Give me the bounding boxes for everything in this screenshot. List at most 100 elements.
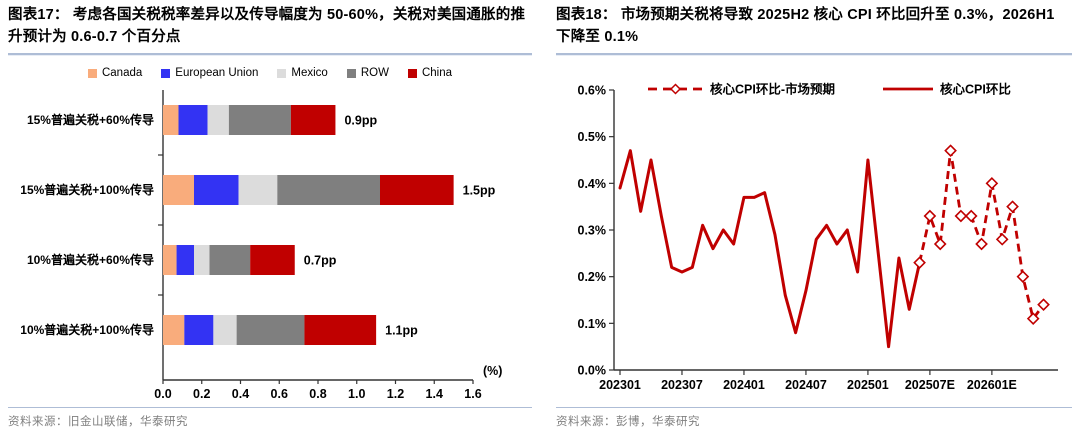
forecast-markers: [913, 144, 1050, 325]
category-label: 10%普遍关税+100%传导: [20, 322, 154, 337]
axes: 0.0% 0.1% 0.2% 0.3% 0.4% 0.5% 0.6% 202301 202307…: [578, 84, 1058, 392]
axes: 0.0 0.2 0.4 0.6 0.8 1.0 1.2 1.4 1.6(%): [154, 90, 502, 401]
x-tick-label: 0.6: [271, 387, 288, 401]
bar-total-label: 0.9pp: [344, 114, 377, 128]
diamond-marker: [964, 209, 978, 223]
figure17-title-rule: [8, 53, 532, 56]
bar-segment: [178, 105, 208, 135]
bar-row: 10%普遍关税+100%传导 1.1pp: [20, 315, 418, 345]
diamond-marker: [995, 233, 1009, 246]
x-tick-label: 1.0: [348, 387, 365, 401]
x-tick-label: 1.2: [387, 387, 404, 401]
legend-swatch: [407, 68, 417, 78]
diamond-marker: [1006, 200, 1019, 213]
y-tick-label: 0.5%: [578, 130, 607, 144]
y-tick-label: 0.2%: [578, 270, 607, 284]
bar-segment: [163, 245, 177, 275]
figure17-bottom-rule: [8, 407, 532, 408]
category-label: 15%普遍关税+60%传导: [27, 112, 154, 127]
x-tick-label: 202507E: [905, 378, 955, 392]
legend-label-actual: 核心CPI环比: [940, 82, 1011, 97]
figure17-title: 图表17： 考虑各国关税税率差异以及传导幅度为 50-60%，关税对美国通胀的推…: [8, 7, 526, 46]
bar-segment: [236, 315, 305, 345]
bar-segment: [290, 105, 336, 135]
figure18-bottom-rule: [556, 407, 1072, 408]
y-tick-label: 0.0%: [578, 364, 607, 378]
bar-row: 10%普遍关税+60%传导 0.7pp: [27, 245, 337, 275]
legend-label: Canada: [101, 67, 143, 79]
bar-segment: [228, 105, 291, 135]
x-tick-label: 0.4: [232, 387, 249, 401]
bar-segment: [163, 315, 185, 345]
bar-segment: [194, 245, 210, 275]
x-tick-label: 0.8: [309, 387, 326, 401]
category-label: 10%普遍关税+60%传导: [27, 252, 154, 267]
legend-swatch: [277, 68, 287, 78]
bar-segment: [238, 175, 278, 205]
y-tick-label: 0.1%: [578, 317, 607, 331]
legend-label: Mexico: [291, 67, 328, 79]
figure18-chart: 0.0% 0.1% 0.2% 0.3% 0.4% 0.5% 0.6% 202301 202307…: [578, 82, 1058, 392]
bar-segment: [213, 315, 237, 345]
bar-row: 15%普遍关税+100%传导 1.5pp: [20, 175, 496, 205]
legend-swatch: [346, 68, 356, 78]
legend-item: Mexico: [277, 67, 328, 79]
x-tick-label: 202501: [847, 378, 889, 392]
x-tick-label: 202401: [723, 378, 765, 392]
legend-swatch: [161, 68, 171, 78]
bar-total-label: 0.7pp: [304, 254, 337, 268]
legend-item: Canada: [87, 67, 143, 79]
x-tick-label: 1.4: [426, 387, 443, 401]
bar-segment: [184, 315, 214, 345]
diamond-marker: [1026, 312, 1040, 325]
cpi-forecast-line: [918, 149, 1045, 321]
diamond-marker: [954, 209, 968, 223]
x-tick-label: 1.6: [464, 387, 481, 401]
y-tick-label: 0.6%: [578, 84, 607, 98]
bar-segment: [163, 175, 194, 205]
bar-segment: [207, 105, 229, 135]
legend-label-forecast: 核心CPI环比-市场预期: [710, 82, 835, 97]
diamond-marker: [923, 209, 937, 223]
chart-legend: 核心CPI环比-市场预期 核心CPI环比: [648, 82, 1011, 97]
diamond-marker: [1037, 298, 1050, 311]
bar-segment: [209, 245, 251, 275]
x-tick-label: 202601E: [967, 378, 1017, 392]
category-label: 15%普遍关税+100%传导: [20, 182, 154, 197]
bar-segment: [380, 175, 454, 205]
diamond-marker: [975, 237, 988, 251]
figure18-title-rule: [556, 53, 1072, 56]
legend-item: European Union: [161, 67, 258, 79]
legend-swatch: [87, 68, 97, 78]
figure18-source: 资料来源：彭博，华泰研究: [556, 416, 700, 428]
x-tick-label: 202307: [661, 378, 703, 392]
y-tick-label: 0.4%: [578, 177, 607, 191]
bar-segment: [250, 245, 295, 275]
figure18-panel: 图表18： 市场预期关税将导致 2025H2 核心 CPI 环比回升至 0.3%…: [556, 0, 1072, 443]
figure18-title: 图表18： 市场预期关税将导致 2025H2 核心 CPI 环比回升至 0.3%…: [556, 7, 1055, 46]
figure17-chart: 0.0 0.2 0.4 0.6 0.8 1.0 1.2 1.4 1.6(%) 15%普遍关税+60…: [20, 90, 502, 401]
bar-segment: [163, 105, 179, 135]
legend-item: China: [407, 67, 452, 79]
y-tick-label: 0.3%: [578, 224, 607, 238]
bar-total-label: 1.1pp: [385, 324, 418, 338]
bar-row: 15%普遍关税+60%传导 0.9pp: [27, 105, 377, 135]
x-tick-label: 0.0: [154, 387, 171, 401]
legend-diamond-marker: [669, 83, 682, 95]
x-axis-unit-label: (%): [483, 364, 502, 378]
diamond-marker: [985, 177, 999, 190]
legend-label: European Union: [175, 67, 259, 79]
bar-segment: [194, 175, 239, 205]
figure17-panel: 图表17： 考虑各国关税税率差异以及传导幅度为 50-60%，关税对美国通胀的推…: [8, 0, 532, 443]
bar-segment: [277, 175, 380, 205]
x-tick-label: 202301: [599, 378, 641, 392]
diamond-marker: [944, 144, 957, 157]
legend-label: ROW: [360, 67, 389, 79]
diamond-marker: [913, 256, 926, 269]
diamond-marker: [933, 237, 947, 251]
bar-total-label: 1.5pp: [463, 184, 496, 198]
bar-segment: [304, 315, 377, 345]
bar-segment: [176, 245, 194, 275]
diamond-marker: [1016, 270, 1030, 283]
